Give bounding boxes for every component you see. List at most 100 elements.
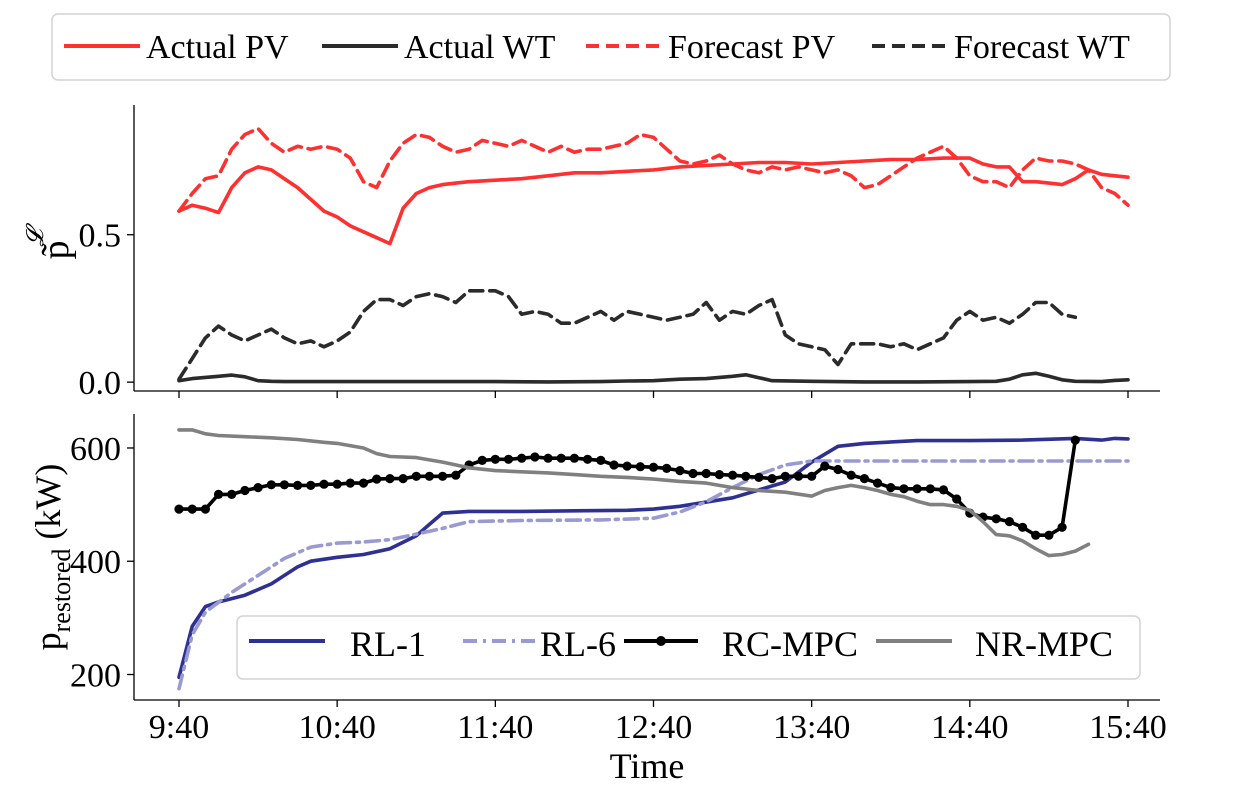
series-marker-rc-mpc [596, 455, 606, 465]
series-marker-rc-mpc [556, 453, 566, 463]
series-marker-rc-mpc [846, 470, 856, 480]
series-marker-rc-mpc [438, 471, 448, 481]
series-marker-rc-mpc [372, 474, 382, 484]
series-marker-rc-mpc [490, 454, 500, 464]
series-marker-rc-mpc [569, 453, 580, 463]
top-y-label-superscript: 𝓛 [23, 223, 49, 247]
series-line-rl-1 [177, 436, 1130, 680]
series-marker-rc-mpc [543, 453, 553, 463]
series-marker-rc-mpc [213, 489, 224, 499]
x-tick-label: 13:40 [773, 709, 850, 746]
series-marker-rc-mpc [477, 455, 487, 465]
series-marker-rc-mpc [503, 454, 514, 464]
series-marker-rc-mpc [701, 468, 711, 479]
legend-label-forecast-wt: Forecast WT [954, 29, 1130, 66]
top-y-label: p̃ 𝓛 [23, 223, 77, 260]
series-marker-rc-mpc [1004, 517, 1015, 527]
series-marker-rc-mpc [385, 474, 395, 484]
series-marker-rc-mpc [728, 470, 738, 480]
series-marker-rc-mpc [530, 452, 540, 462]
series-marker-rc-mpc [411, 471, 421, 481]
series-marker-rc-mpc [306, 480, 316, 490]
x-tick-label: 11:40 [457, 709, 533, 746]
legend-label-rc-mpc: RC-MPC [722, 624, 858, 664]
y-tick-label: 600 [70, 431, 121, 468]
series-marker-rc-mpc [583, 454, 593, 464]
series-marker-rc-mpc [688, 468, 698, 479]
top-legend: Actual PV Actual WT Forecast PV Forecast… [51, 13, 1171, 81]
bottom-legend: RL-1 RL-6 RC-MPC NR-MPC [236, 615, 1141, 680]
bottom-y-label-base: p [28, 632, 68, 650]
series-marker-rc-mpc [938, 485, 949, 495]
series-marker-rc-mpc [648, 462, 659, 472]
series-marker-rc-mpc [398, 474, 408, 484]
legend-label-actual-pv: Actual PV [146, 29, 289, 66]
y-tick-label: 0.5 [79, 218, 122, 255]
series-marker-rc-mpc [174, 504, 184, 514]
series-marker-rc-mpc [925, 484, 935, 494]
series-marker-rc-mpc [1018, 522, 1028, 532]
series-marker-rc-mpc [662, 463, 672, 473]
legend-marker-rc-mpc [656, 636, 666, 646]
legend-label-actual-wt: Actual WT [404, 29, 556, 66]
series-marker-rc-mpc [793, 471, 804, 481]
series-line-forecast-wt [177, 288, 1078, 382]
legend-label-rl-6: RL-6 [540, 624, 616, 664]
series-marker-rc-mpc [780, 471, 790, 481]
bottom-y-label-subscript: restored [47, 549, 76, 633]
x-axis-label: Time [610, 746, 685, 786]
series-marker-rc-mpc [873, 478, 883, 488]
series-marker-rc-mpc [451, 470, 461, 480]
series-marker-rc-mpc [820, 461, 830, 471]
series-marker-rc-mpc [635, 462, 645, 472]
top-y-label-base: p̃ [35, 241, 77, 260]
series-marker-rc-mpc [517, 453, 527, 463]
series-marker-rc-mpc [1070, 435, 1080, 445]
bottom-panel: 200 400 600 9:40 10:40 11:40 12:40 13:40 14:40 1… [28, 414, 1167, 786]
x-tick-label: 15:40 [1089, 709, 1166, 746]
series-line-actual-pv [177, 156, 1130, 246]
x-tick-label: 9:40 [149, 709, 209, 746]
series-line-forecast-pv [177, 126, 1130, 213]
series-marker-rc-mpc [675, 466, 685, 476]
legend-label-forecast-pv: Forecast PV [668, 29, 836, 66]
series-marker-rc-mpc [345, 478, 355, 488]
bottom-y-label: prestored (kW) [28, 464, 76, 651]
x-tick-label: 12:40 [615, 709, 692, 746]
series-marker-rc-mpc [187, 504, 197, 514]
series-marker-rc-mpc [293, 480, 303, 490]
series-marker-rc-mpc [609, 460, 619, 470]
bottom-y-label-text: prestored (kW) [28, 464, 76, 651]
legend-label-nr-mpc: NR-MPC [975, 624, 1113, 664]
series-marker-rc-mpc [424, 471, 434, 481]
series-marker-rc-mpc [1031, 530, 1041, 540]
top-panel: 0.0 0.5 p̃ 𝓛 [23, 105, 1160, 402]
series-marker-rc-mpc [332, 479, 342, 489]
series-marker-rc-mpc [714, 470, 725, 480]
series-marker-rc-mpc [754, 472, 764, 482]
x-tick-label: 10:40 [298, 709, 375, 746]
y-tick-label: 0.0 [79, 365, 122, 402]
x-tick-label: 14:40 [931, 709, 1008, 746]
series-line-rl-6 [177, 459, 1130, 691]
series-marker-rc-mpc [899, 484, 909, 494]
y-tick-label: 200 [70, 658, 121, 695]
top-x-ticks [178, 391, 1129, 398]
series-marker-rc-mpc [200, 504, 210, 514]
series-marker-rc-mpc [1057, 522, 1067, 532]
series-marker-rc-mpc [622, 461, 632, 471]
top-y-ticks: 0.0 0.5 [79, 218, 134, 402]
series-marker-rc-mpc [1044, 530, 1054, 540]
bottom-x-ticks: 9:40 10:40 11:40 12:40 13:40 14:40 15:40 [149, 700, 1167, 746]
y-tick-label: 400 [70, 544, 121, 581]
series-marker-rc-mpc [319, 479, 329, 489]
series-marker-rc-mpc [240, 485, 250, 496]
bottom-legend-frame [236, 615, 1141, 680]
top-series-group [177, 126, 1130, 384]
series-marker-rc-mpc [807, 471, 817, 481]
legend-label-rl-1: RL-1 [350, 624, 426, 664]
series-line-nr-mpc [177, 428, 1091, 558]
series-marker-rc-mpc [952, 494, 962, 504]
series-line-actual-wt [177, 371, 1130, 384]
